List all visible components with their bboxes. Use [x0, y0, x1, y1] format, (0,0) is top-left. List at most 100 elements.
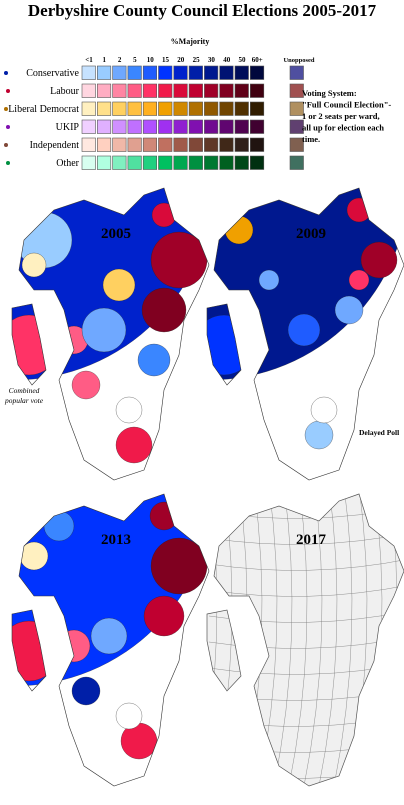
column-label: 1 — [103, 56, 107, 64]
swatch — [234, 101, 249, 116]
ward — [258, 269, 280, 291]
swatch — [97, 83, 112, 98]
swatch — [112, 137, 127, 152]
party-label: Conservative — [26, 68, 79, 79]
swatch — [204, 83, 219, 98]
party-dot — [4, 71, 8, 75]
ward-border — [273, 494, 293, 786]
swatch — [250, 83, 265, 98]
swatch — [112, 83, 127, 98]
party-label: UKIP — [56, 122, 80, 133]
ward — [90, 617, 128, 655]
party-label: Independent — [30, 140, 80, 151]
ward — [81, 307, 127, 353]
ward-border — [378, 494, 398, 786]
swatch — [158, 101, 173, 116]
swatch — [234, 65, 249, 80]
swatch — [173, 83, 188, 98]
column-label: 20 — [177, 56, 185, 64]
swatch — [158, 119, 173, 134]
map-note: Combined — [9, 386, 40, 395]
ward — [334, 295, 364, 325]
voting-system-line: all up for election each — [302, 123, 384, 133]
voting-system-line: time. — [302, 134, 320, 144]
swatch — [97, 119, 112, 134]
column-label: 5 — [133, 56, 137, 64]
map: 2017 — [206, 493, 404, 787]
swatch — [204, 65, 219, 80]
swatch — [250, 65, 265, 80]
swatch — [127, 155, 142, 170]
ward — [71, 676, 101, 706]
party-dot — [6, 125, 10, 129]
swatch — [158, 65, 173, 80]
ward — [348, 269, 370, 291]
swatch — [142, 83, 157, 98]
map-fill — [207, 188, 404, 450]
map-note: Delayed Poll — [359, 428, 399, 437]
swatch — [81, 101, 96, 116]
ward-border — [288, 494, 308, 786]
swatch — [289, 137, 304, 152]
swatch — [289, 101, 304, 116]
swatch — [173, 101, 188, 116]
swatch — [289, 155, 304, 170]
ward-border — [318, 494, 338, 786]
swatch — [97, 65, 112, 80]
column-label: Unopposed — [283, 57, 314, 64]
voting-system-line: 1 or 2 seats per ward, — [302, 111, 380, 121]
swatch — [289, 119, 304, 134]
column-label: 10 — [147, 56, 155, 64]
swatch — [112, 65, 127, 80]
map-year: 2013 — [101, 532, 131, 548]
swatch — [97, 137, 112, 152]
swatch — [234, 83, 249, 98]
column-label: <1 — [85, 56, 93, 64]
swatch — [250, 101, 265, 116]
ward-border — [393, 494, 404, 786]
ward — [12, 620, 60, 682]
title: Derbyshire County Council Elections 2005… — [28, 1, 377, 20]
ward — [150, 231, 208, 289]
swatch — [204, 155, 219, 170]
party-dot — [6, 89, 10, 93]
ward — [12, 314, 60, 376]
swatch — [158, 137, 173, 152]
subtitle: %Majority — [171, 37, 210, 46]
swatch — [234, 137, 249, 152]
swatch — [112, 101, 127, 116]
ward-border — [333, 494, 353, 786]
ward — [115, 426, 153, 464]
column-label: 30 — [208, 56, 216, 64]
swatch — [219, 83, 234, 98]
swatch — [97, 155, 112, 170]
swatch — [81, 119, 96, 134]
swatch — [81, 65, 96, 80]
ward — [207, 314, 255, 376]
swatch — [142, 137, 157, 152]
party-dot — [4, 107, 8, 111]
swatch — [250, 155, 265, 170]
swatch — [127, 65, 142, 80]
swatch — [97, 101, 112, 116]
column-label: 2 — [118, 56, 122, 64]
swatch — [289, 65, 304, 80]
ward — [115, 702, 143, 730]
ward — [137, 343, 171, 377]
swatch — [158, 83, 173, 98]
ward — [21, 252, 47, 278]
party-label: Labour — [50, 86, 80, 97]
map-year: 2017 — [296, 532, 327, 548]
swatch — [289, 83, 304, 98]
swatch — [250, 137, 265, 152]
voting-system-line: Voting System: — [302, 88, 357, 98]
map-year: 2005 — [101, 226, 131, 242]
ward — [304, 420, 334, 450]
swatch — [127, 119, 142, 134]
swatch — [173, 137, 188, 152]
swatch — [112, 119, 127, 134]
ward — [287, 313, 321, 347]
swatch — [127, 101, 142, 116]
ward-border — [303, 494, 323, 786]
